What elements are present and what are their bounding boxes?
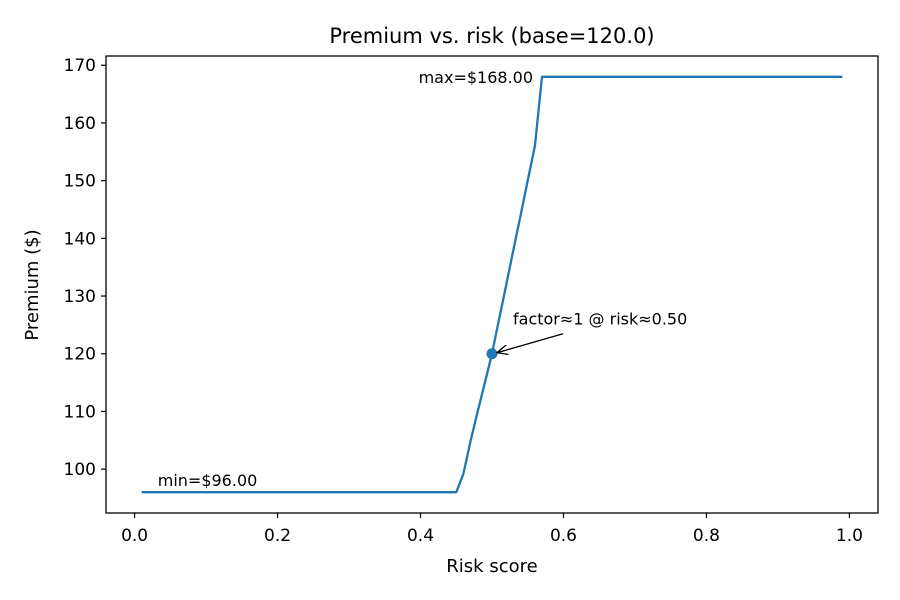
y-tick-label: 170 xyxy=(64,56,96,76)
x-tick-label: 0.0 xyxy=(121,526,148,546)
y-tick-label: 120 xyxy=(64,345,96,365)
x-tick-label: 1.0 xyxy=(836,526,863,546)
y-tick-label: 130 xyxy=(64,287,96,307)
y-tick-label: 110 xyxy=(64,402,96,422)
y-tick-label: 100 xyxy=(64,460,96,480)
x-tick-label: 0.6 xyxy=(550,526,577,546)
x-tick-label: 0.8 xyxy=(693,526,720,546)
min-annotation: min=$96.00 xyxy=(158,471,258,490)
y-axis-label: Premium ($) xyxy=(22,229,43,340)
factor-annotation: factor≈1 @ risk≈0.50 xyxy=(513,310,687,329)
max-annotation: max=$168.00 xyxy=(419,68,533,87)
factor-annotation-arrow xyxy=(497,333,564,353)
premium-series-line xyxy=(141,75,843,494)
y-tick-label: 160 xyxy=(64,114,96,134)
plot-frame xyxy=(105,55,879,514)
y-tick-label: 140 xyxy=(64,229,96,249)
x-axis-label: Risk score xyxy=(446,556,537,577)
y-tick-label: 150 xyxy=(64,172,96,192)
x-tick-label: 0.4 xyxy=(407,526,434,546)
base-premium-marker xyxy=(486,348,498,360)
chart-title: Premium vs. risk (base=120.0) xyxy=(329,24,654,48)
x-tick-label: 0.2 xyxy=(264,526,291,546)
